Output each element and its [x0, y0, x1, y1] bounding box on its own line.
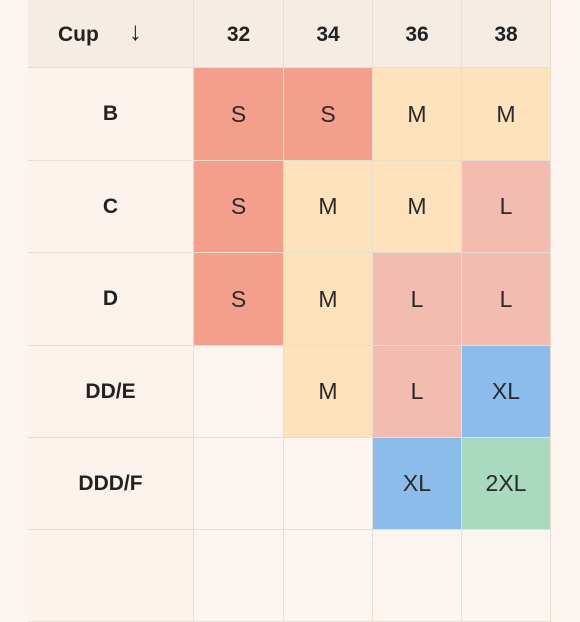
size-cell: M [462, 68, 551, 161]
empty-cell [194, 530, 284, 622]
size-chart-table: Cup ↓ 32 34 36 38 B S S M M C S M M L D … [28, 0, 551, 622]
empty-cell [194, 438, 284, 530]
cup-header-label: Cup [58, 23, 99, 46]
cup-label-b: B [28, 68, 194, 161]
cup-label-next [28, 530, 194, 622]
band-header-36: 36 [373, 0, 462, 68]
size-cell: M [284, 253, 373, 346]
cup-label-ddd-f: DDD/F [28, 438, 194, 530]
empty-cell [284, 530, 373, 622]
cup-column-header[interactable]: Cup ↓ [28, 0, 194, 68]
empty-cell [373, 530, 462, 622]
cup-label-c: C [28, 161, 194, 253]
size-cell: M [284, 161, 373, 253]
cup-label-d: D [28, 253, 194, 346]
empty-cell [194, 346, 284, 438]
band-header-34: 34 [284, 0, 373, 68]
size-cell: S [194, 68, 284, 161]
empty-cell [462, 530, 551, 622]
size-cell: L [373, 253, 462, 346]
sort-arrow-icon[interactable]: ↓ [128, 16, 142, 46]
size-cell: 2XL [462, 438, 551, 530]
empty-cell [284, 438, 373, 530]
size-cell: M [373, 68, 462, 161]
size-cell: XL [462, 346, 551, 438]
size-cell: M [373, 161, 462, 253]
cup-label-dd-e: DD/E [28, 346, 194, 438]
size-cell: S [194, 161, 284, 253]
size-cell: S [284, 68, 373, 161]
band-header-32: 32 [194, 0, 284, 68]
band-header-38: 38 [462, 0, 551, 68]
size-cell: M [284, 346, 373, 438]
size-cell: L [462, 161, 551, 253]
size-cell: S [194, 253, 284, 346]
size-cell: L [373, 346, 462, 438]
size-cell: L [462, 253, 551, 346]
size-cell: XL [373, 438, 462, 530]
